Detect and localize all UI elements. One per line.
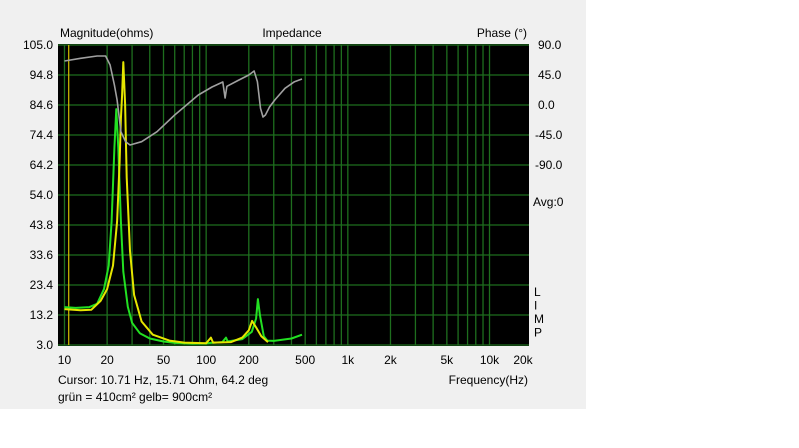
y-tick-label: 33.6	[30, 248, 54, 262]
limp-letter: L	[534, 285, 541, 299]
x-tick-label: 5k	[441, 353, 455, 367]
y-tick-label: 64.2	[30, 158, 54, 172]
chart-title: Impedance	[262, 26, 322, 40]
cursor-readout: Cursor: 10.71 Hz, 15.71 Ohm, 64.2 deg	[58, 373, 268, 387]
y-tick-label: 74.4	[30, 128, 54, 142]
x-tick-label: 1k	[341, 353, 355, 367]
x-axis-title: Frequency(Hz)	[449, 373, 528, 387]
y2-tick-label: 45.0	[538, 68, 562, 82]
y2-tick-label: 0.0	[538, 98, 555, 112]
limp-letter: P	[534, 326, 542, 340]
y-tick-label: 13.2	[30, 308, 54, 322]
series-line-phase	[64, 55, 303, 146]
y2-axis-title: Phase (°)	[477, 26, 527, 40]
y-tick-label: 94.8	[30, 68, 54, 82]
y2-tick-label: -45.0	[535, 128, 563, 142]
y-axis-title: Magnitude(ohms)	[60, 26, 153, 40]
y-tick-label: 3.0	[36, 338, 53, 352]
series-layer	[64, 55, 303, 345]
x-tick-label: 20k	[513, 353, 533, 367]
x-tick-label: 10	[58, 353, 72, 367]
y-tick-label: 54.0	[30, 188, 54, 202]
x-tick-label: 2k	[384, 353, 398, 367]
x-tick-label: 20	[100, 353, 114, 367]
x-tick-label: 500	[295, 353, 315, 367]
avg-label: Avg:0	[533, 195, 564, 209]
limp-letter: M	[534, 312, 544, 326]
x-tick-label: 50	[157, 353, 171, 367]
axis-labels: 3.0 13.2 23.4 33.6 43.8 54.0 64.2 74.4 84.6 94.8 1…	[23, 38, 563, 367]
y-tick-label: 23.4	[30, 278, 54, 292]
legend-text: grün = 410cm² gelb= 900cm²	[58, 390, 212, 404]
y2-tick-label: -90.0	[535, 158, 563, 172]
x-tick-label: 10k	[480, 353, 500, 367]
x-tick-label: 200	[239, 353, 259, 367]
y2-tick-label: 90.0	[538, 38, 562, 52]
limp-letter: I	[534, 299, 537, 313]
y-tick-label: 43.8	[30, 218, 54, 232]
y-tick-label: 105.0	[23, 38, 53, 52]
x-tick-label: 100	[196, 353, 216, 367]
series-line-green	[64, 108, 303, 345]
y-tick-label: 84.6	[30, 98, 54, 112]
series-line-yellow	[64, 61, 269, 345]
grid	[58, 44, 529, 346]
